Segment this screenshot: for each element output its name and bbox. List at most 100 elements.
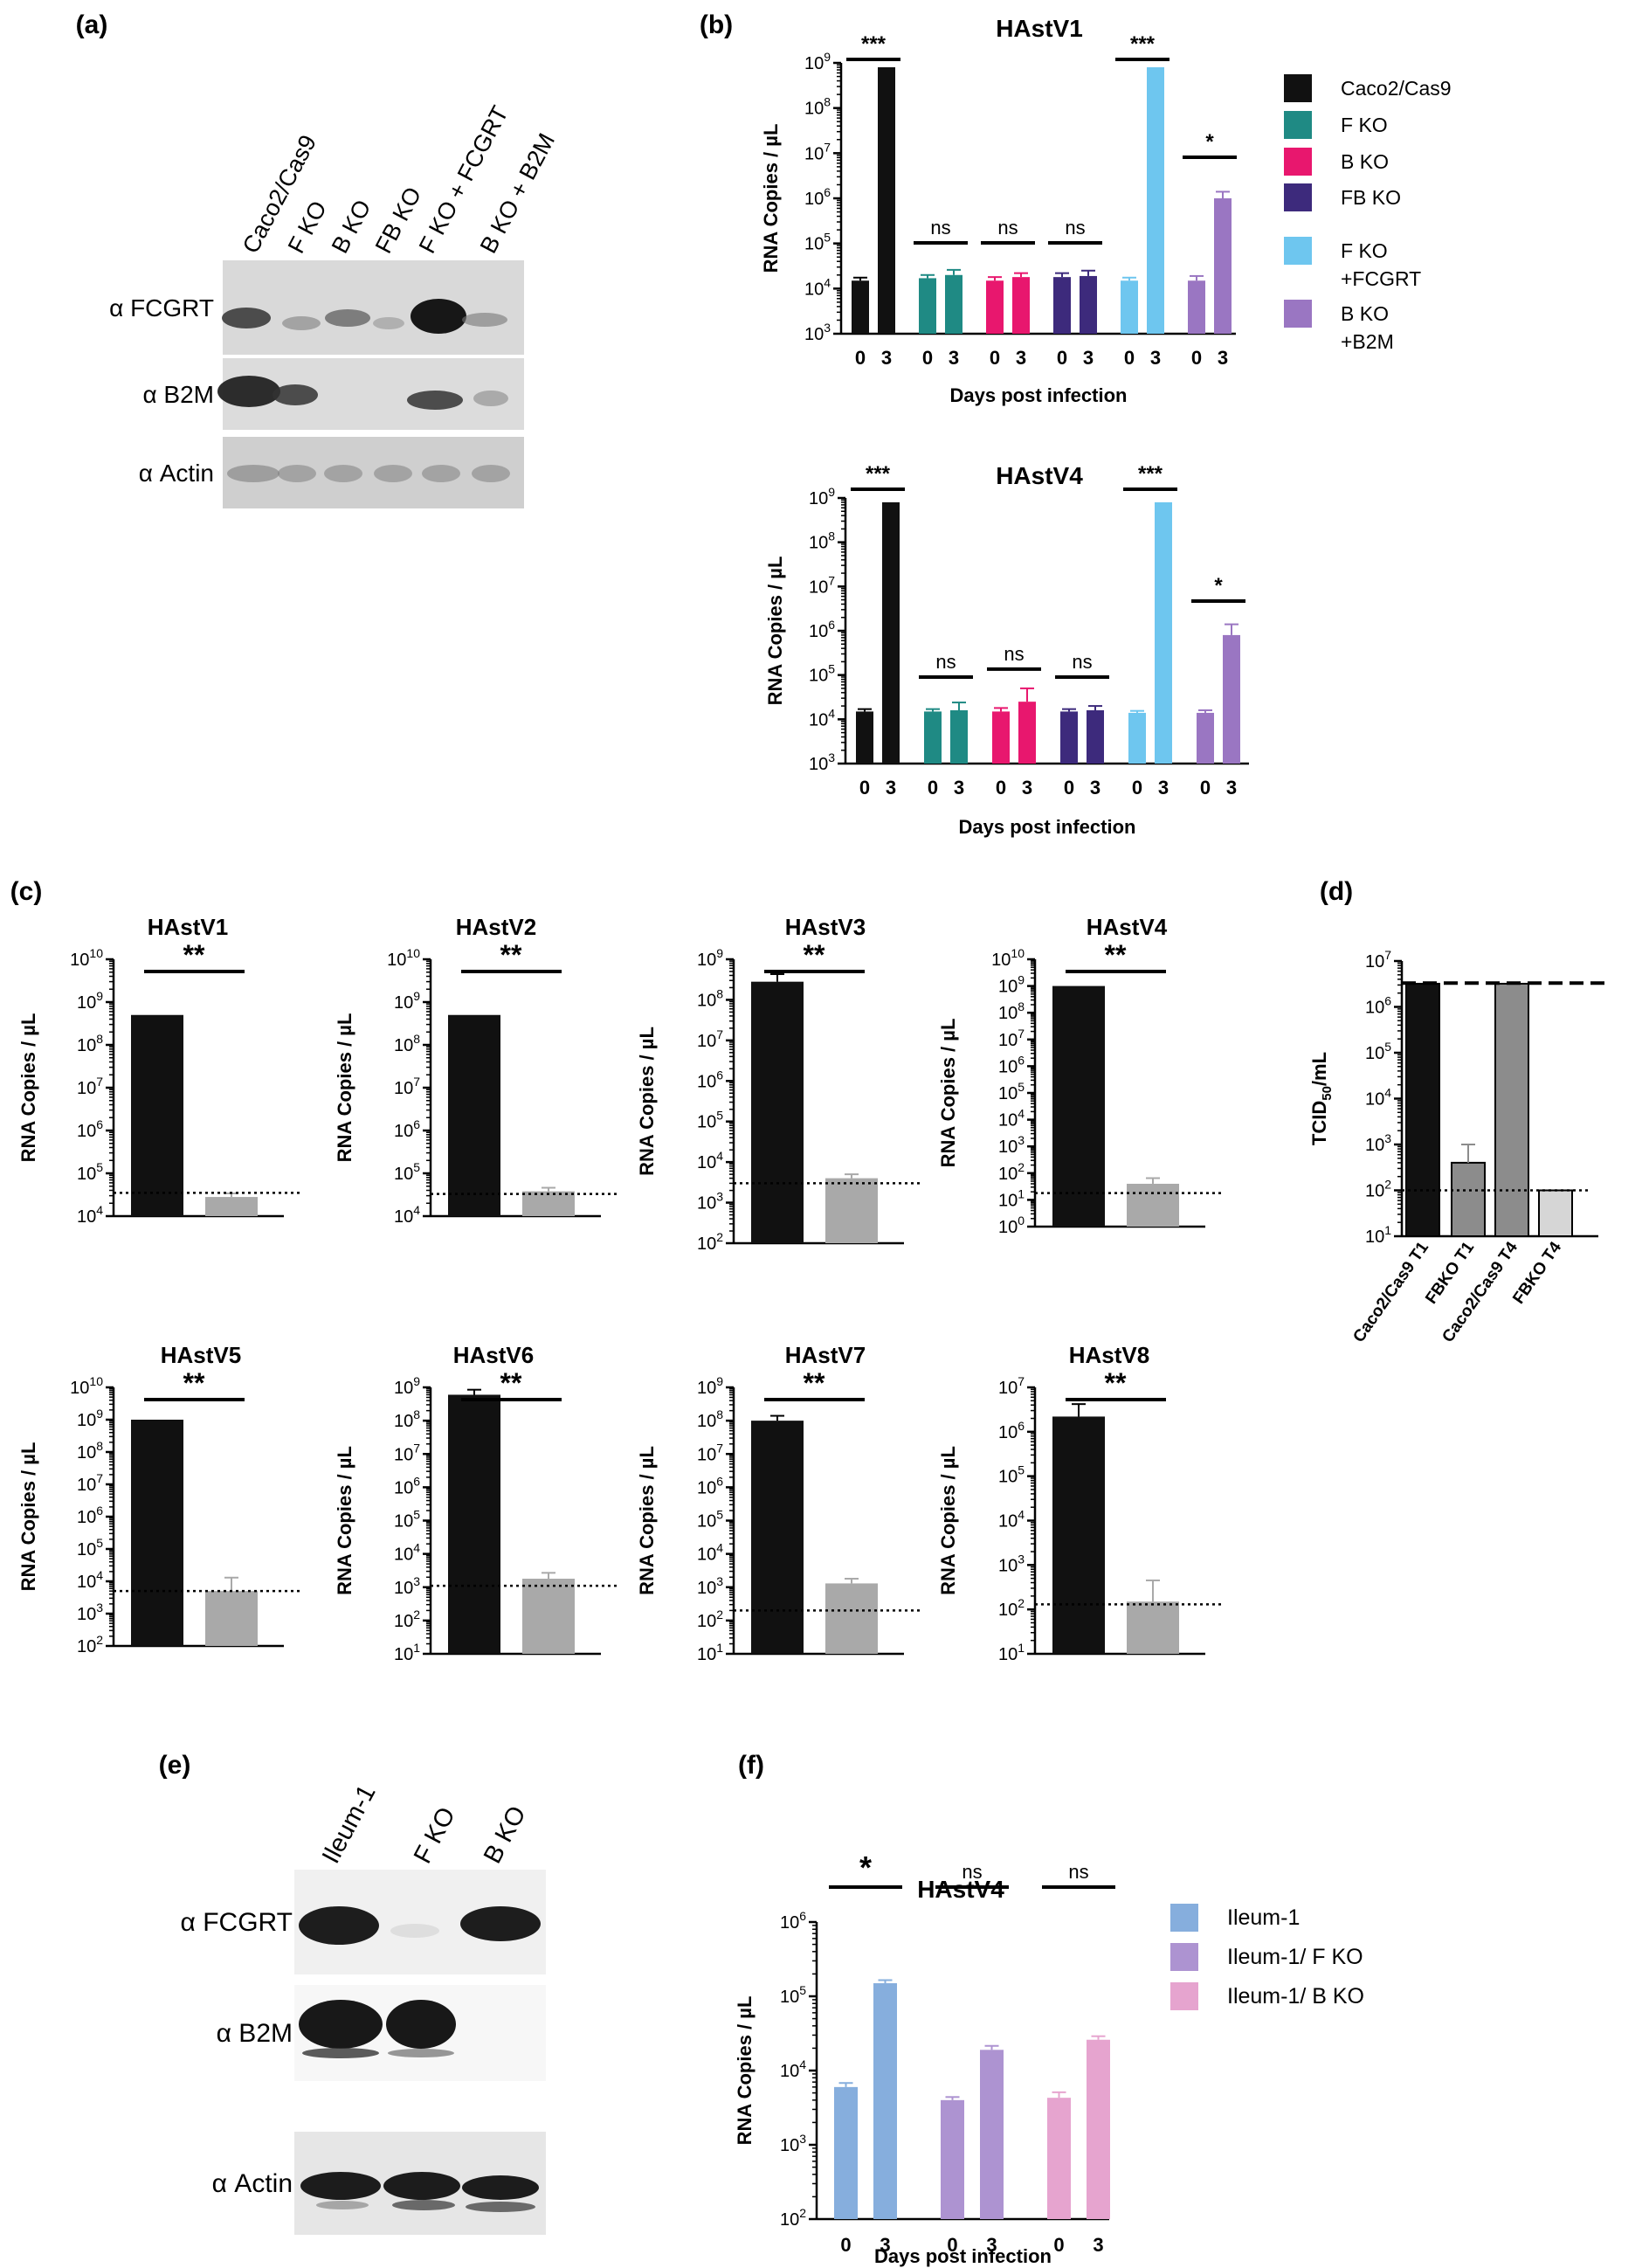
y-tick-label: 107 (394, 1441, 420, 1464)
bar (1121, 280, 1138, 334)
x-tick-label: 0 (1053, 2234, 1064, 2256)
bar (1047, 2098, 1071, 2219)
bar (882, 501, 900, 764)
y-tick-label: 105 (998, 1463, 1025, 1487)
chart-c2: 104 105 106 107 108 109 1010 HAstV2 RNA Copies /… (334, 914, 618, 1227)
y-axis-label: RNA Copies / µL (760, 124, 782, 273)
legend-f: Ileum-1 Ileum-1/ F KO Ileum-1/ B KO (1170, 1904, 1364, 2010)
legend-label: B KO +B2M (1341, 302, 1394, 353)
bar (1494, 982, 1529, 1237)
chart-c5: 102 103 104 105 106 107 108 109 1010 HAstV5 RNA Co… (17, 1342, 301, 1656)
protein-band (407, 391, 463, 410)
lane-label: F KO (409, 1803, 461, 1869)
bar (205, 1197, 258, 1216)
bar (1451, 1161, 1486, 1237)
y-axis-label: RNA Copies / µL (937, 1446, 959, 1595)
y-tick-label: 104 (697, 1149, 723, 1172)
y-tick-label: 107 (1365, 948, 1391, 972)
y-tick-label: 103 (1365, 1131, 1391, 1155)
protein-band (222, 308, 271, 328)
significance-label: ** (183, 1367, 205, 1399)
lane-label: B KO (479, 1801, 532, 1868)
bar (941, 2099, 964, 2219)
y-tick-label: 105 (394, 1508, 420, 1532)
y-tick-label: 104 (780, 2057, 806, 2081)
protein-band (473, 391, 508, 406)
y-tick-label: 106 (780, 1909, 806, 1933)
bar (1223, 634, 1240, 764)
x-tick-label: 0 (996, 777, 1006, 799)
y-tick-label: 104 (1365, 1086, 1391, 1110)
x-tick-label: 3 (986, 2234, 997, 2256)
chart-title: HAstV4 (917, 1876, 1004, 1903)
western-blot-e: Ileum-1 F KO B KO α FCGRT α B2M α Actin (181, 1781, 546, 2235)
y-tick-label: 104 (998, 1107, 1025, 1131)
y-tick-label: 103 (804, 321, 831, 344)
bar (950, 709, 968, 764)
panel-label-a: (a) (76, 10, 108, 39)
legend-label: Ileum-1/ B KO (1227, 1984, 1364, 2009)
y-tick-label: 103 (998, 1133, 1025, 1157)
y-tick-label: 105 (394, 1160, 420, 1184)
y-tick-label: 103 (697, 1574, 723, 1598)
bar (856, 711, 873, 764)
x-tick-label: 0 (859, 777, 870, 799)
x-tick-label: 0 (1200, 777, 1211, 799)
y-tick-label: 104 (394, 1203, 420, 1227)
protein-band (302, 2048, 379, 2058)
protein-band (299, 1906, 379, 1945)
y-tick-label: 1010 (991, 946, 1025, 970)
chart-b1: 103 104 105 106 107 108 109 HAstV1 RNA Copies / … (760, 15, 1237, 406)
legend-label: B KO (1341, 150, 1389, 173)
protein-band (466, 2202, 535, 2212)
bar (992, 711, 1010, 764)
bar (1155, 501, 1172, 764)
bar (1127, 1183, 1179, 1227)
chart-title: HAstV1 (996, 15, 1083, 42)
x-tick-label: 3 (881, 347, 892, 369)
significance-label: *** (866, 462, 891, 486)
chart-title: HAstV4 (1087, 914, 1168, 940)
chart-c7: 101 102 103 104 105 106 107 108 109 HAstV7 RNA Cop… (636, 1342, 921, 1664)
x-axis-label: Days post infection (874, 2245, 1052, 2267)
y-tick-label: 109 (77, 989, 103, 1013)
y-tick-label: 108 (809, 529, 835, 553)
bar (522, 1191, 575, 1216)
x-tick-label: 3 (1226, 777, 1237, 799)
y-tick-label: 103 (77, 1601, 103, 1624)
bar (1018, 702, 1036, 764)
x-tick-label: 3 (1090, 777, 1100, 799)
y-axis-label: RNA Copies / µL (636, 1027, 658, 1176)
y-tick-label: 105 (998, 1080, 1025, 1103)
row-label: α Actin (212, 2169, 293, 2198)
y-tick-label: 105 (804, 231, 831, 254)
y-tick-label: 103 (394, 1574, 420, 1598)
protein-band (273, 384, 318, 405)
bar (825, 1583, 878, 1654)
protein-band (462, 313, 507, 327)
protein-band (300, 2172, 381, 2200)
y-tick-label: 104 (809, 706, 835, 729)
bar (1052, 1416, 1105, 1654)
y-tick-label: 103 (697, 1190, 723, 1214)
significance-label: ns (1068, 1861, 1088, 1883)
x-tick-label: Caco2/Cas9 T1 (1349, 1238, 1432, 1345)
y-tick-label: 105 (697, 1109, 723, 1132)
y-tick-label: 103 (780, 2132, 806, 2155)
y-tick-label: 109 (77, 1407, 103, 1430)
y-tick-label: 109 (804, 50, 831, 73)
legend-swatch (1170, 1982, 1198, 2010)
bar (878, 67, 895, 334)
y-tick-label: 107 (697, 1441, 723, 1464)
y-tick-label: 104 (804, 275, 831, 299)
bar (1128, 712, 1146, 764)
y-axis-label: RNA Copies / µL (636, 1446, 658, 1595)
panel-label-c: (c) (10, 877, 43, 906)
y-tick-label: 101 (394, 1641, 420, 1664)
bar (852, 280, 869, 334)
significance-label: ** (804, 1367, 825, 1399)
y-tick-label: 101 (1365, 1223, 1391, 1247)
row-label: α FCGRT (109, 294, 214, 322)
protein-band (325, 309, 370, 327)
y-tick-label: 102 (697, 1230, 723, 1254)
